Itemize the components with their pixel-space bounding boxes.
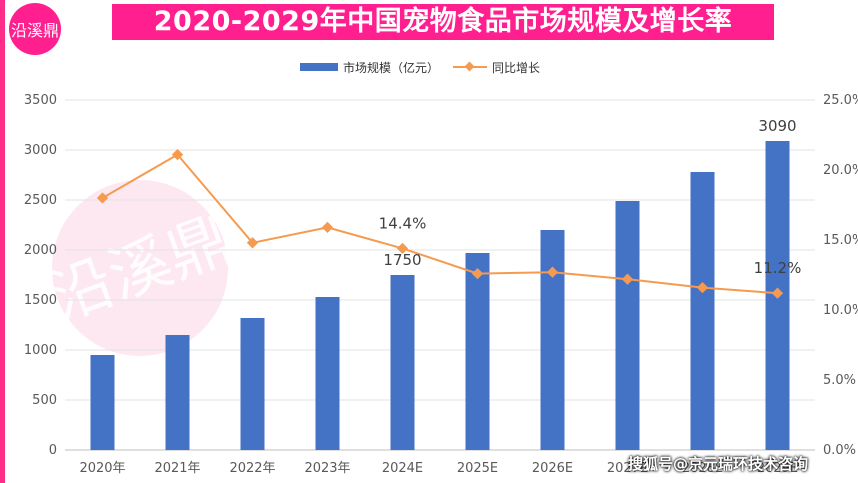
bar	[165, 335, 190, 450]
bar-data-label: 3090	[758, 117, 796, 135]
y2-tick-label: 5.0%	[823, 373, 856, 388]
y-tick-label: 3000	[24, 143, 57, 158]
bar	[90, 355, 115, 450]
bar	[690, 172, 715, 450]
x-tick-label: 2025E	[457, 461, 498, 476]
growth-point	[696, 281, 709, 294]
x-tick-label: 2021年	[154, 461, 200, 476]
bar	[540, 230, 565, 450]
line-data-label: 14.4%	[379, 214, 427, 232]
legend-item-bar: 市场规模（亿元）	[300, 59, 439, 76]
x-tick-label: 2020年	[79, 461, 125, 476]
growth-point	[321, 221, 334, 234]
growth-point	[471, 267, 484, 280]
bar	[315, 297, 340, 450]
x-tick-label: 2022年	[229, 461, 275, 476]
bar	[240, 318, 265, 450]
legend-label-bar: 市场规模（亿元）	[343, 60, 440, 75]
legend-swatch-line	[453, 62, 488, 72]
left-frame-stripe	[0, 0, 5, 483]
x-tick-label: 2028E	[682, 461, 723, 476]
y2-tick-label: 15.0%	[823, 233, 858, 248]
y-tick-label: 1000	[24, 343, 57, 358]
growth-point	[246, 237, 259, 249]
x-tick-label: 2026E	[532, 461, 573, 476]
bar	[390, 275, 415, 450]
growth-point	[546, 266, 559, 278]
growth-point	[96, 192, 109, 204]
y-tick-label: 1500	[24, 293, 57, 308]
logo: 沿溪鼎	[9, 3, 61, 55]
source-credit: 搜狐号@京元瑞环技术咨询	[628, 455, 809, 473]
x-tick-label: 2024E	[382, 461, 423, 476]
growth-point	[771, 287, 784, 299]
y-tick-label: 3500	[24, 93, 57, 108]
y-tick-label: 2000	[24, 243, 57, 258]
legend-label-line: 同比增长	[492, 60, 541, 75]
x-tick-label: 2027E	[607, 461, 648, 476]
logo-text: 沿溪鼎	[11, 21, 59, 40]
line-data-label: 11.2%	[754, 259, 802, 277]
y-tick-label: 0	[49, 443, 57, 458]
chart-title: 2020-2029年中国宠物食品市场规模及增长率	[112, 4, 774, 40]
bar	[615, 201, 640, 450]
growth-point	[396, 242, 409, 255]
y2-tick-label: 20.0%	[823, 163, 858, 178]
legend-swatch-bar	[300, 63, 338, 71]
growth-line	[101, 153, 778, 295]
legend: 市场规模（亿元） 同比增长	[300, 58, 540, 76]
y-tick-label: 2500	[24, 193, 57, 208]
bar	[465, 253, 490, 450]
growth-point	[171, 148, 184, 161]
growth-point	[621, 273, 634, 285]
x-tick-label: 2029E	[757, 461, 798, 476]
y-tick-label: 500	[32, 393, 57, 408]
y2-tick-label: 25.0%	[823, 93, 858, 108]
bar-data-label: 1750	[383, 251, 421, 269]
legend-item-line: 同比增长	[453, 59, 540, 76]
y2-tick-label: 10.0%	[823, 303, 858, 318]
y2-tick-label: 0.0%	[823, 443, 856, 458]
x-tick-label: 2023年	[304, 461, 350, 476]
